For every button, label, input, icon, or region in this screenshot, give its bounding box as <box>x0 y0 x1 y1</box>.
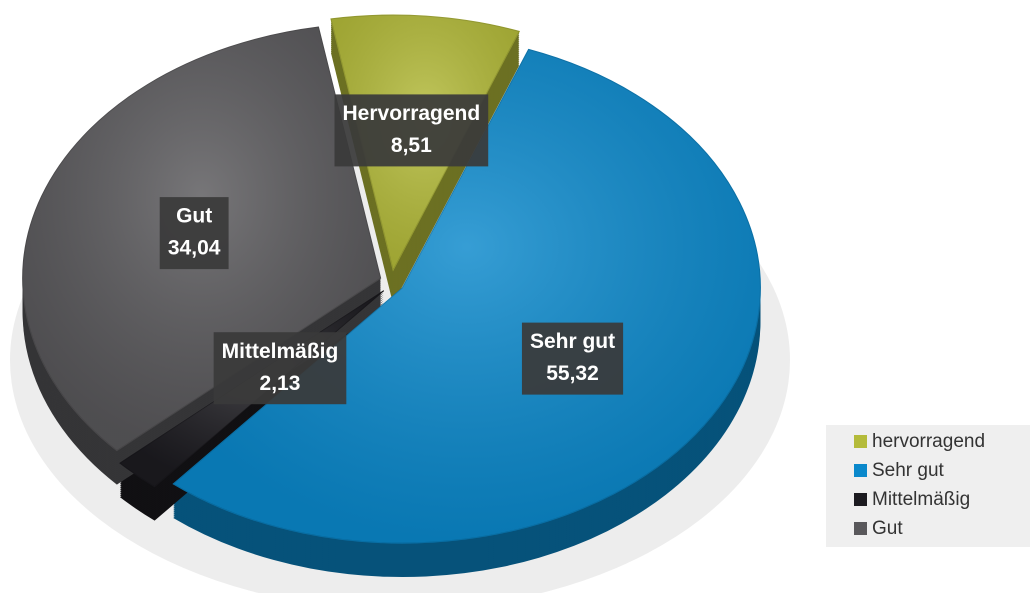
legend-label: Gut <box>872 518 903 539</box>
data-label-box <box>521 322 624 395</box>
data-label: Mittelmäßig 2,13 <box>213 332 347 405</box>
legend-swatch <box>854 493 867 506</box>
legend-label: Mittelmäßig <box>872 489 970 510</box>
slice-shine <box>173 49 761 544</box>
legend-swatch <box>854 464 867 477</box>
data-label-name: Sehr gut <box>530 330 615 353</box>
data-label-value: 2,13 <box>260 372 301 395</box>
data-label-value: 8,51 <box>391 134 432 157</box>
data-label-box <box>213 332 347 405</box>
data-label-name: Mittelmäßig <box>222 340 339 363</box>
legend-label: hervorragend <box>872 431 985 452</box>
legend-swatch <box>854 522 867 535</box>
data-label: Hervorragend 8,51 <box>334 94 489 167</box>
data-label-box <box>334 94 489 167</box>
data-label: Gut 34,04 <box>159 197 229 270</box>
data-label-box <box>159 197 229 270</box>
data-label-value: 55,32 <box>546 362 599 385</box>
legend-label: Sehr gut <box>872 460 945 481</box>
legend-swatch <box>854 435 867 448</box>
data-label-value: 34,04 <box>168 237 221 260</box>
data-label: Sehr gut 55,32 <box>521 322 624 395</box>
data-label-name: Gut <box>176 205 212 228</box>
data-label-name: Hervorragend <box>343 102 481 125</box>
